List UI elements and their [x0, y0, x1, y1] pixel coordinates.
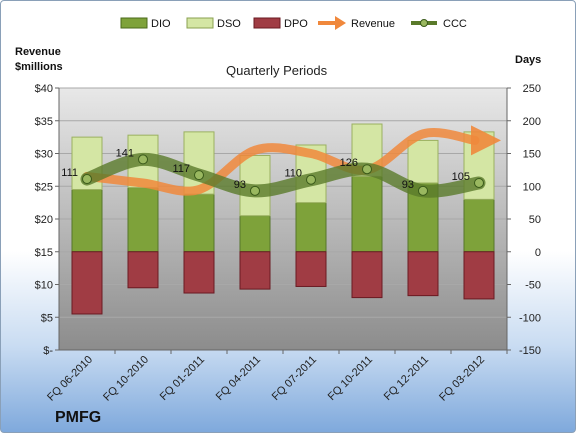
ccc-data-label: 141 [116, 147, 134, 159]
bar-dio [295, 202, 327, 253]
bar-dio [463, 198, 495, 253]
right-tick-label: -150 [519, 345, 541, 357]
legend-dio-label: DIO [151, 18, 171, 30]
left-tick-label: $30 [35, 149, 53, 161]
left-tick-label: $20 [35, 214, 53, 226]
bar-dio [127, 187, 159, 253]
ccc-data-label: 93 [234, 179, 246, 191]
x-tick-label: FQ 10-2011 [326, 354, 375, 403]
bar-dpo [183, 251, 215, 294]
right-tick-label: 50 [529, 214, 541, 226]
left-tick-label: $15 [35, 247, 53, 259]
bar-dio [239, 215, 271, 253]
ccc-data-label: 111 [61, 167, 78, 179]
right-tick-label: 100 [523, 181, 541, 193]
left-tick-label: $5 [41, 312, 53, 324]
bar-dpo [407, 251, 439, 297]
bar-dio [71, 189, 103, 253]
legend-ccc-marker [420, 19, 428, 27]
legend: DIO DSO DPO Revenue CCC [120, 16, 467, 30]
left-tick-label: $- [43, 345, 53, 357]
bar-dpo [71, 251, 103, 315]
x-tick-label: FQ 04-2011 [214, 354, 263, 403]
line-series: 111 141 117 93 110 126 93 105 [61, 125, 501, 198]
ccc-point [474, 177, 484, 188]
right-tick-label: 200 [523, 116, 541, 128]
bar-dpo [351, 251, 383, 299]
x-tick-label: FQ 06-2010 [45, 354, 95, 404]
x-tick-label: FQ 10-2010 [101, 354, 151, 404]
x-tick-label: FQ 01-2011 [158, 354, 207, 403]
ccc-point [250, 185, 260, 196]
chart-title: Quarterly Periods [226, 63, 328, 78]
bar-dio [351, 175, 383, 253]
bar-dpo [239, 251, 271, 290]
ccc-point [306, 174, 316, 185]
ccc-point [82, 174, 92, 185]
x-tick-label: FQ 03-2012 [437, 354, 487, 404]
x-tick-label: FQ 07-2011 [270, 354, 319, 403]
bar-dpo [127, 251, 159, 289]
x-tick-label: FQ 12-2011 [382, 354, 431, 403]
bar-dso [407, 139, 439, 184]
bar-dpo [463, 251, 495, 300]
ccc-data-label: 93 [402, 179, 414, 191]
left-tick-label: $40 [35, 83, 53, 95]
legend-revenue-arrowhead [335, 16, 346, 30]
left-tick-label: $10 [35, 280, 53, 292]
left-tick-label: $25 [35, 181, 53, 193]
ccc-point [138, 154, 148, 165]
right-tick-label: -100 [519, 312, 541, 324]
ccc-point [362, 164, 372, 175]
legend-dio-swatch [120, 17, 148, 29]
legend-revenue-label: Revenue [351, 18, 395, 30]
revenue-line [82, 128, 480, 196]
legend-dso-swatch [186, 17, 214, 29]
left-axis-title-line1: Revenue [15, 46, 61, 58]
right-axis-title: Days [515, 54, 541, 66]
ccc-data-label: 126 [340, 157, 358, 169]
revenue-arrowhead [471, 125, 501, 156]
left-tick-label: $35 [35, 116, 53, 128]
right-tick-label: 250 [523, 83, 541, 95]
ccc-data-label: 110 [284, 168, 302, 180]
ccc-data-label: 117 [172, 163, 190, 175]
left-axis-title-line2: $millions [15, 61, 63, 73]
ccc-point [418, 185, 428, 196]
legend-dpo-swatch [253, 17, 281, 29]
legend-dpo-label: DPO [284, 18, 308, 30]
bar-dio [183, 193, 215, 253]
legend-ccc-label: CCC [443, 18, 467, 30]
company-label: PMFG [55, 409, 101, 426]
bar-series [71, 123, 495, 315]
right-tick-label: -50 [525, 280, 541, 292]
right-tick-label: 150 [523, 149, 541, 161]
ccc-data-label: 105 [452, 171, 470, 183]
bar-dpo [295, 251, 327, 287]
ccc-point [194, 170, 204, 181]
right-tick-label: 0 [535, 247, 541, 259]
legend-dso-label: DSO [217, 18, 241, 30]
